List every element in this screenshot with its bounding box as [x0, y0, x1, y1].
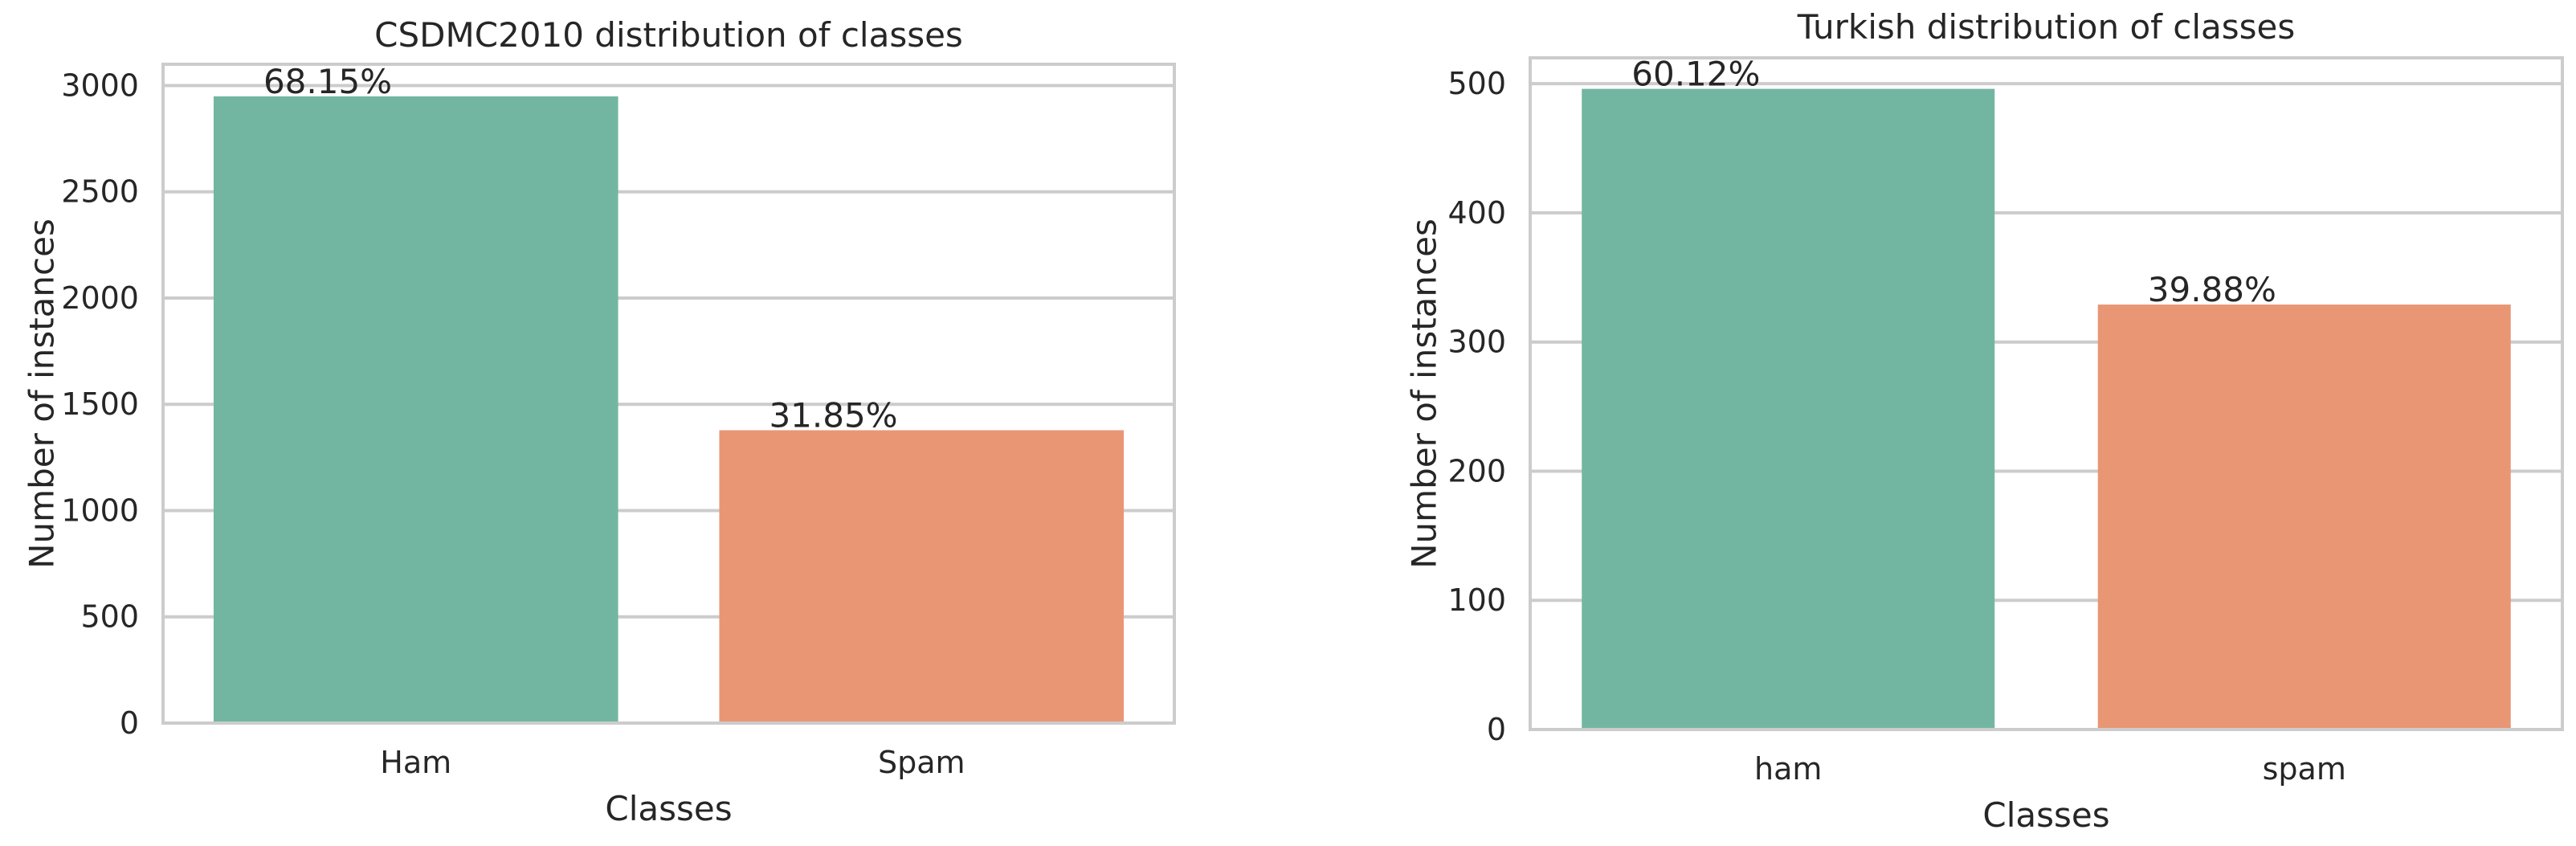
bars: [1582, 88, 2511, 730]
y-tick-label: 3000: [61, 67, 139, 103]
chart-turkish: 0 100 200 300 400 500 ham spam 60.12% 39.88% Tu…: [1405, 7, 2564, 835]
y-tick-label: 500: [80, 599, 139, 635]
data-labels: 68.15% 31.85%: [263, 62, 898, 435]
chart-csdmc2010: 0 500 1000 1500 2000 2500 3000 Ham Spam 68.15% 3…: [22, 15, 1176, 828]
y-tick-label: 2500: [61, 174, 139, 210]
y-tick-label: 1500: [61, 386, 139, 422]
plot-frame: [161, 63, 1176, 725]
y-tick-label: 100: [1447, 582, 1506, 618]
bar: [2097, 304, 2511, 730]
bar: [213, 96, 618, 723]
y-tick-label: 200: [1447, 453, 1506, 488]
y-axis-label: Number of instances: [22, 219, 62, 569]
x-tick-label: Ham: [380, 745, 451, 780]
plot-frame: [1529, 56, 2564, 731]
data-label: 60.12%: [1631, 55, 1760, 94]
data-label: 68.15%: [263, 62, 392, 101]
data-labels: 60.12% 39.88%: [1631, 55, 2276, 309]
bar: [1582, 88, 1995, 730]
chart-title: CSDMC2010 distribution of classes: [374, 15, 963, 55]
x-tick-label: ham: [1754, 751, 1822, 787]
y-tick-label: 0: [1487, 712, 1506, 747]
y-tick-label: 0: [120, 705, 139, 741]
y-tick-labels: 0 500 1000 1500 2000 2500 3000: [61, 67, 139, 741]
y-axis-label: Number of instances: [1405, 219, 1444, 569]
x-axis-label: Classes: [605, 789, 732, 828]
y-tick-label: 1000: [61, 492, 139, 528]
y-tick-label: 300: [1447, 325, 1506, 360]
data-label: 39.88%: [2148, 270, 2276, 309]
x-tick-labels: Ham Spam: [380, 745, 965, 780]
y-tick-labels: 0 100 200 300 400 500: [1447, 66, 1506, 747]
bar: [719, 430, 1125, 723]
x-tick-labels: ham spam: [1754, 751, 2346, 787]
y-tick-label: 400: [1447, 195, 1506, 231]
x-tick-label: Spam: [878, 745, 965, 780]
data-label: 31.85%: [769, 395, 897, 435]
y-tick-label: 500: [1447, 66, 1506, 101]
x-tick-label: spam: [2263, 751, 2346, 787]
chart-title: Turkish distribution of classes: [1797, 7, 2296, 47]
x-axis-label: Classes: [1982, 795, 2109, 835]
bars: [213, 96, 1125, 723]
y-tick-label: 2000: [61, 280, 139, 316]
